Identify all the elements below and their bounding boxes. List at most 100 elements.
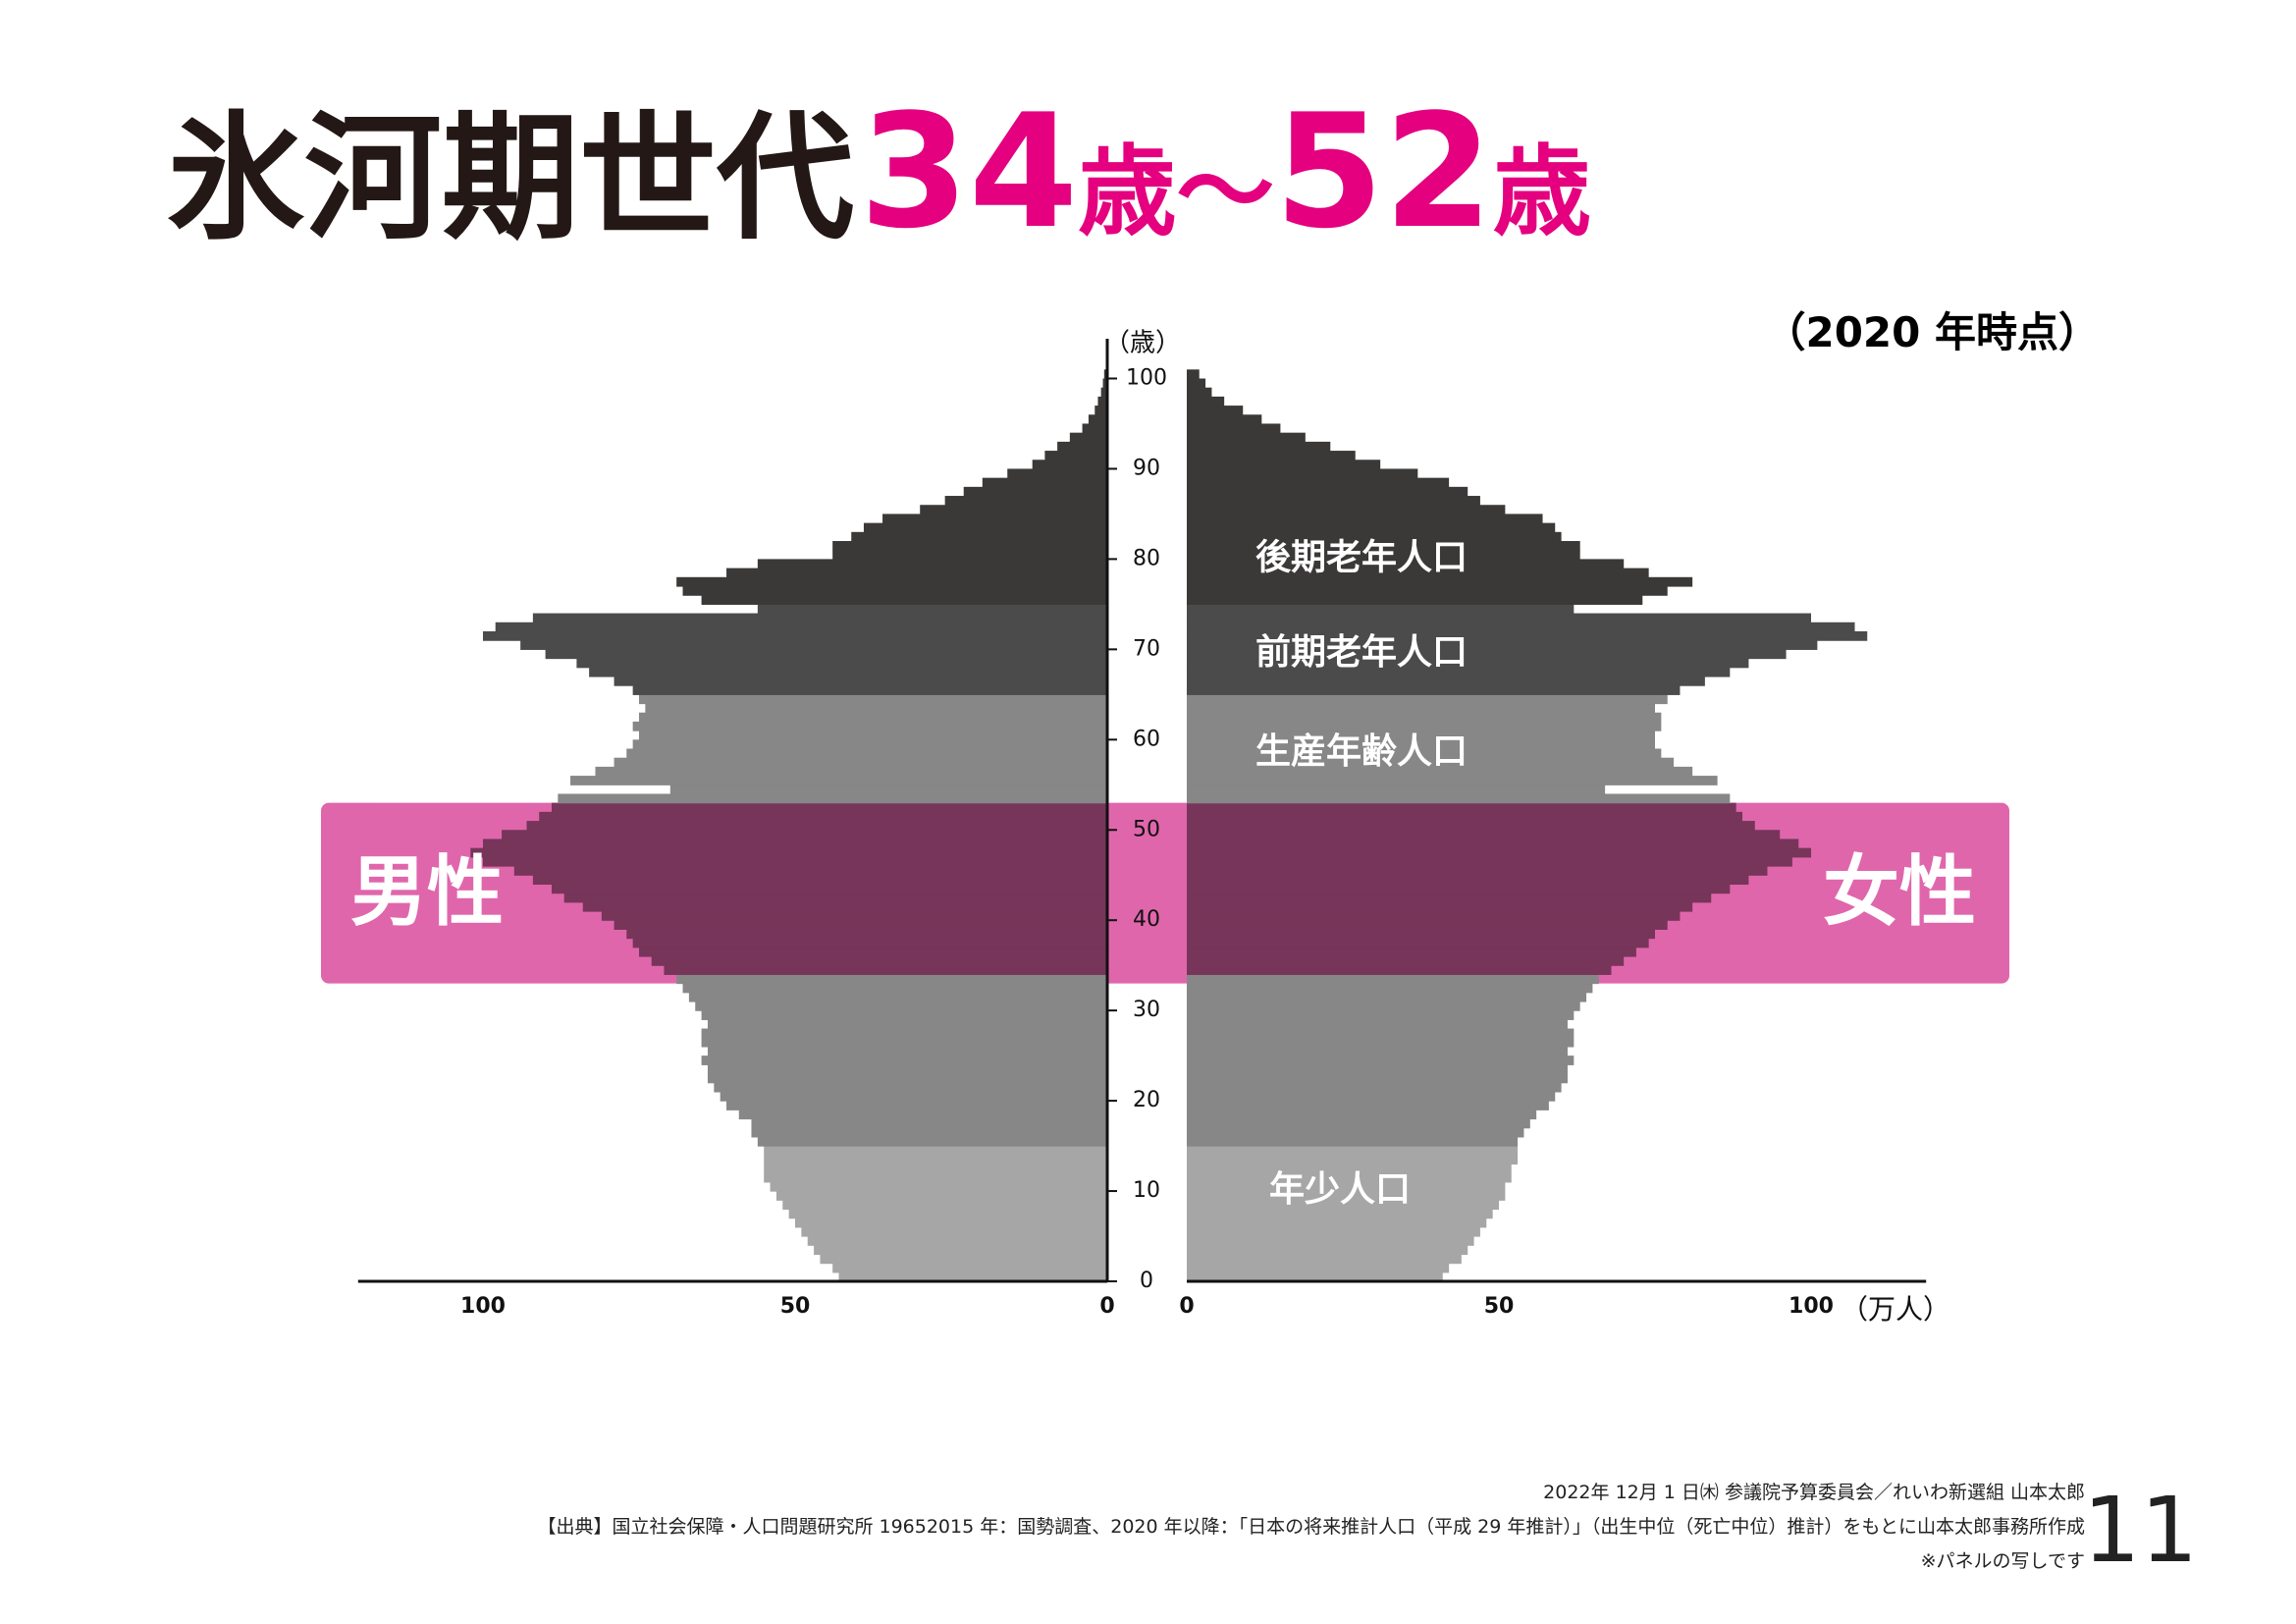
group-label: 年少人口 (1269, 1169, 1411, 1210)
male-bar (720, 1091, 1107, 1102)
female-bar (1187, 965, 1612, 975)
male-bar (626, 929, 1107, 940)
male-bar (738, 1110, 1107, 1120)
y-tick-label: 60 (1133, 727, 1160, 751)
male-bar (788, 1209, 1107, 1219)
male-bar (639, 694, 1107, 705)
female-bar (1187, 514, 1543, 524)
female-bar (1187, 1010, 1575, 1020)
male-bar (714, 1082, 1107, 1093)
female-bar (1187, 541, 1580, 551)
male-bar (707, 1046, 1107, 1056)
female-bar (1187, 613, 1811, 623)
female-bar (1187, 955, 1625, 966)
male-bar (601, 911, 1107, 921)
male-bar (632, 739, 1107, 750)
male-bar (701, 1056, 1107, 1065)
female-bar (1187, 468, 1418, 479)
female-bar (1187, 875, 1749, 886)
female-bar (1187, 793, 1731, 804)
male-bar (632, 685, 1107, 695)
male-bar (920, 505, 1107, 515)
female-bar (1187, 441, 1331, 452)
male-bar (576, 658, 1107, 669)
x-tick-label: 50 (780, 1294, 811, 1319)
male-bar (820, 1254, 1107, 1265)
male-bar (707, 1073, 1107, 1084)
female-bar (1187, 929, 1655, 940)
female-bar (1187, 938, 1649, 948)
male-bar (551, 884, 1107, 894)
male-bar (676, 576, 1107, 587)
female-bar (1187, 776, 1718, 785)
y-tick-label: 30 (1133, 998, 1160, 1022)
subtitle: （2020 年時点） (1764, 308, 2100, 356)
female-bar (1187, 893, 1712, 903)
male-bar (707, 1064, 1107, 1075)
x-axis-label: （万人） (1841, 1293, 1950, 1326)
male-bar (782, 1200, 1107, 1211)
female-bar (1187, 460, 1381, 470)
male-bar (814, 1245, 1107, 1256)
title-to: 52 (1274, 80, 1493, 263)
female-bar (1187, 378, 1206, 389)
male-bar (726, 1101, 1107, 1110)
male-bar (483, 630, 1107, 641)
female-bar (1187, 785, 1606, 795)
female-bar (1187, 414, 1262, 425)
female-bar (1187, 992, 1587, 1002)
male-bar (682, 585, 1107, 596)
group-label: 前期老年人口 (1255, 632, 1468, 673)
male-bar (582, 901, 1107, 912)
female-bar (1187, 1037, 1575, 1048)
male-bar (764, 1155, 1107, 1165)
female-bar (1187, 1064, 1568, 1075)
group-label: 後期老年人口 (1255, 537, 1468, 577)
female-bar (1187, 559, 1625, 569)
male-bar (1102, 378, 1107, 389)
group-label: 生産年齢人口 (1255, 731, 1468, 772)
female-bar (1187, 856, 1792, 867)
female-bar (1187, 983, 1593, 994)
male-bar (539, 811, 1107, 822)
female-bar (1187, 694, 1668, 705)
male-bar (551, 802, 1107, 813)
female-bar (1187, 595, 1643, 605)
female-bar (1187, 676, 1705, 686)
y-axis-label: （歳） (1104, 329, 1181, 358)
female-bar (1187, 1172, 1512, 1183)
male-bar (639, 731, 1107, 740)
female-bar (1187, 1136, 1519, 1147)
female-bar (1187, 640, 1818, 650)
y-tick-label: 70 (1133, 636, 1160, 661)
male-bar (695, 1001, 1107, 1011)
male-bar (502, 830, 1108, 840)
female-bar (1187, 821, 1755, 831)
male-bar (645, 703, 1107, 714)
male-bar (701, 1010, 1107, 1020)
male-bar (1103, 369, 1107, 380)
male-bar (838, 1272, 1107, 1282)
male-bar (558, 793, 1107, 804)
female-bar (1187, 1019, 1568, 1030)
x-tick-label: 100 (1789, 1294, 1834, 1319)
male-bar (495, 622, 1108, 632)
male-bar (651, 955, 1107, 966)
female-bar (1187, 685, 1681, 695)
female-bar (1187, 1236, 1474, 1246)
male-bar (513, 866, 1107, 876)
female-bar (1187, 568, 1649, 578)
female-bar (1187, 847, 1811, 858)
y-tick-label: 50 (1133, 817, 1160, 841)
female-bar (1187, 1056, 1575, 1065)
female-bar (1187, 576, 1693, 587)
female-bar (1187, 901, 1693, 912)
male-bar (757, 604, 1107, 615)
female-bar (1187, 604, 1575, 615)
female-bar (1187, 369, 1200, 380)
male-bar (832, 541, 1107, 551)
footer-note: ※パネルの写しです (1920, 1550, 2085, 1572)
female-bar (1187, 1200, 1499, 1211)
male-bar (775, 1191, 1107, 1201)
female-bar (1187, 630, 1868, 641)
